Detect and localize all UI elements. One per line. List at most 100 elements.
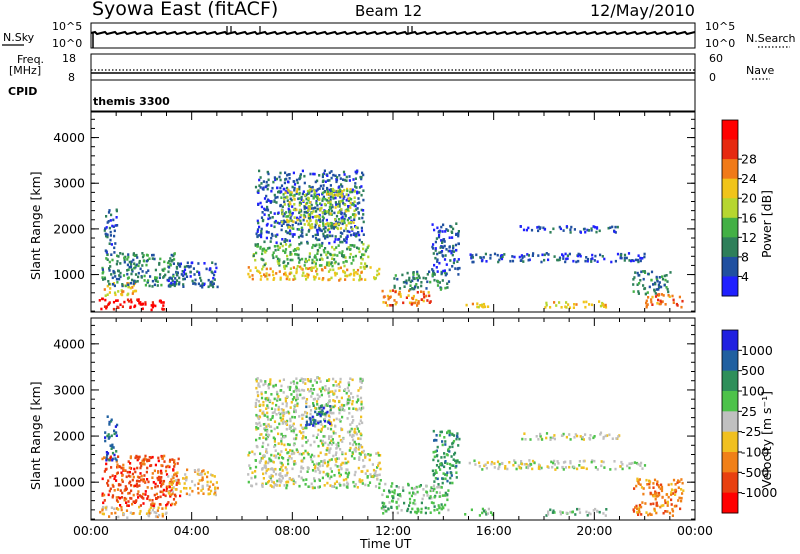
scatter-cell [435, 491, 438, 494]
scatter-cell [109, 230, 112, 234]
scatter-cell [572, 306, 575, 309]
scatter-cell [127, 276, 130, 279]
nsky-tick-top: 10^5 [52, 20, 83, 33]
scatter-cell [406, 271, 409, 275]
scatter-cell [435, 439, 438, 442]
scatter-cell [205, 267, 208, 271]
scatter-cell [269, 478, 273, 481]
scatter-cell [528, 258, 531, 262]
scatter-cell [144, 303, 147, 306]
scatter-cell [284, 191, 287, 195]
scatter-cell [360, 177, 363, 181]
scatter-cell [309, 420, 312, 423]
scatter-cell [260, 232, 263, 235]
scatter-cell [274, 384, 277, 387]
scatter-cell [553, 301, 556, 304]
scatter-cell [592, 509, 595, 512]
scatter-cell [261, 211, 264, 214]
scatter-cell [144, 493, 147, 496]
scatter-cell [255, 386, 258, 390]
scatter-cell [358, 217, 361, 220]
scatter-cell [469, 253, 472, 256]
scatter-cell [346, 187, 349, 191]
scatter-cell [111, 443, 114, 447]
scatter-cell [359, 256, 363, 259]
scatter-cell [437, 230, 440, 234]
scatter-cell [414, 502, 417, 506]
scatter-cell [354, 213, 357, 217]
scatter-cell [441, 241, 444, 244]
scatter-cell [277, 452, 280, 456]
scatter-cell [628, 259, 631, 262]
scatter-cell [270, 459, 273, 463]
scatter-cell [283, 272, 286, 276]
scatter-cell [322, 222, 325, 225]
scatter-cell [486, 512, 489, 515]
scatter-cell [556, 460, 559, 463]
scatter-cell [301, 437, 304, 440]
scatter-cell [637, 480, 640, 484]
scatter-cell [561, 511, 564, 514]
scatter-cell [201, 285, 204, 289]
scatter-cell [385, 495, 389, 498]
scatter-cell [447, 280, 451, 283]
scatter-cell [316, 204, 319, 207]
scatter-cell [108, 421, 111, 424]
scatter-cell [304, 382, 307, 385]
scatter-cell [163, 460, 166, 463]
scatter-cell [261, 456, 264, 460]
scatter-cell [358, 407, 361, 410]
scatter-cell [329, 422, 332, 425]
scatter-cell [441, 494, 445, 497]
scatter-cell [442, 223, 445, 227]
scatter-cell [636, 271, 639, 275]
scatter-cell [341, 232, 344, 235]
scatter-cell [324, 247, 327, 250]
scatter-cell [652, 486, 655, 489]
scatter-cell [154, 485, 157, 489]
scatter-cell [129, 456, 132, 460]
scatter-cell [327, 391, 330, 394]
scatter-cell [346, 218, 349, 222]
scatter-cell [351, 190, 354, 194]
scatter-cell [448, 433, 451, 437]
scatter-cell [667, 290, 670, 294]
scatter-cell [353, 190, 356, 193]
scatter-cell [256, 245, 259, 248]
scatter-cell [412, 487, 415, 491]
scatter-cell [412, 271, 415, 274]
scatter-cell [259, 433, 262, 437]
scatter-cell [506, 467, 509, 471]
scatter-cell [549, 438, 552, 441]
scatter-cell [344, 227, 347, 230]
scatter-cell [651, 303, 654, 306]
scatter-cell [213, 492, 216, 496]
scatter-cell [137, 264, 140, 268]
scatter-cell [416, 286, 420, 289]
scatter-cell [551, 511, 554, 514]
scatter-cell [657, 288, 660, 291]
scatter-cell [661, 300, 664, 303]
scatter-cell [452, 439, 456, 443]
scatter-cell [106, 221, 109, 224]
scatter-cell [584, 305, 587, 309]
scatter-cell [311, 258, 314, 262]
scatter-cell [321, 175, 324, 179]
scatter-cell [288, 278, 291, 281]
scatter-cell [127, 268, 130, 271]
scatter-cell [455, 233, 458, 236]
scatter-cell [191, 480, 194, 483]
scatter-cell [336, 176, 339, 179]
scatter-cell [302, 452, 305, 455]
scatter-cell [555, 304, 558, 307]
scatter-cell [280, 450, 283, 453]
scatter-cell [441, 230, 444, 233]
nsearch-label: N.Search [746, 32, 796, 45]
scatter-cell [620, 256, 623, 260]
scatter-cell [549, 508, 552, 512]
scatter-cell [343, 229, 346, 233]
scatter-cell [666, 510, 669, 513]
scatter-cell [436, 270, 439, 273]
scatter-cell [643, 287, 647, 290]
scatter-cell [357, 398, 360, 401]
